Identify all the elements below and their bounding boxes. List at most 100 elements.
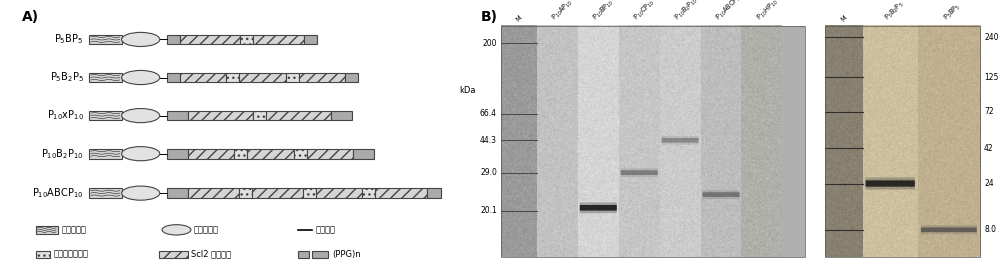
FancyBboxPatch shape bbox=[362, 188, 375, 198]
FancyBboxPatch shape bbox=[921, 227, 977, 232]
FancyBboxPatch shape bbox=[159, 251, 188, 258]
FancyBboxPatch shape bbox=[36, 226, 58, 234]
FancyBboxPatch shape bbox=[239, 73, 286, 82]
FancyBboxPatch shape bbox=[580, 202, 617, 213]
Text: 20.1: 20.1 bbox=[480, 206, 497, 215]
Ellipse shape bbox=[122, 32, 160, 47]
FancyBboxPatch shape bbox=[89, 188, 122, 198]
Text: 29.0: 29.0 bbox=[480, 168, 497, 177]
Text: P$_{10}$B$_2$P$_{10}$: P$_{10}$B$_2$P$_{10}$ bbox=[673, 0, 701, 23]
FancyBboxPatch shape bbox=[304, 35, 317, 44]
Text: P$_{10}$BP$_{10}$: P$_{10}$BP$_{10}$ bbox=[591, 0, 617, 23]
FancyBboxPatch shape bbox=[247, 149, 294, 159]
FancyBboxPatch shape bbox=[294, 149, 307, 159]
FancyBboxPatch shape bbox=[866, 180, 915, 187]
Text: 42: 42 bbox=[984, 144, 994, 153]
FancyBboxPatch shape bbox=[921, 225, 977, 234]
FancyBboxPatch shape bbox=[253, 35, 304, 44]
FancyBboxPatch shape bbox=[427, 188, 441, 198]
Bar bbox=[825, 26, 980, 257]
FancyBboxPatch shape bbox=[298, 251, 309, 258]
Text: P$_5$B$_2$P$_5$: P$_5$B$_2$P$_5$ bbox=[50, 71, 83, 84]
Text: 引导折叠域: 引导折叠域 bbox=[194, 225, 219, 234]
Text: M: M bbox=[840, 14, 848, 23]
Text: 24: 24 bbox=[984, 179, 994, 188]
Text: 8.0: 8.0 bbox=[984, 225, 996, 234]
Text: 240: 240 bbox=[984, 33, 999, 42]
FancyBboxPatch shape bbox=[316, 188, 362, 198]
Text: kDa: kDa bbox=[459, 86, 475, 95]
Ellipse shape bbox=[122, 147, 160, 161]
FancyBboxPatch shape bbox=[580, 205, 617, 211]
FancyBboxPatch shape bbox=[167, 73, 180, 82]
FancyBboxPatch shape bbox=[239, 188, 252, 198]
FancyBboxPatch shape bbox=[253, 111, 266, 120]
FancyBboxPatch shape bbox=[703, 192, 740, 197]
Text: P$_{10}$CP$_{10}$: P$_{10}$CP$_{10}$ bbox=[632, 0, 658, 23]
Text: 200: 200 bbox=[482, 39, 497, 48]
Ellipse shape bbox=[122, 109, 160, 123]
FancyBboxPatch shape bbox=[188, 111, 253, 120]
Text: M: M bbox=[515, 14, 523, 23]
FancyBboxPatch shape bbox=[89, 149, 122, 159]
FancyBboxPatch shape bbox=[89, 111, 122, 120]
FancyBboxPatch shape bbox=[167, 111, 188, 120]
FancyBboxPatch shape bbox=[375, 188, 427, 198]
FancyBboxPatch shape bbox=[286, 73, 299, 82]
Text: P$_{10}$xP$_{10}$: P$_{10}$xP$_{10}$ bbox=[47, 109, 83, 122]
FancyBboxPatch shape bbox=[188, 149, 234, 159]
Text: 组氨酸标签: 组氨酸标签 bbox=[61, 225, 86, 234]
Text: 整合素结合位点: 整合素结合位点 bbox=[53, 250, 88, 259]
Text: P$_5$B$_2$P$_5$: P$_5$B$_2$P$_5$ bbox=[883, 0, 907, 23]
FancyBboxPatch shape bbox=[866, 177, 915, 190]
Text: 72: 72 bbox=[984, 107, 994, 116]
FancyBboxPatch shape bbox=[234, 149, 247, 159]
Text: P$_{10}$B$_2$P$_{10}$: P$_{10}$B$_2$P$_{10}$ bbox=[41, 147, 83, 160]
Text: P$_5$BP$_5$: P$_5$BP$_5$ bbox=[54, 33, 83, 46]
FancyBboxPatch shape bbox=[312, 251, 328, 258]
FancyBboxPatch shape bbox=[353, 149, 374, 159]
Text: P$_{10}$AP$_{10}$: P$_{10}$AP$_{10}$ bbox=[550, 0, 576, 23]
FancyBboxPatch shape bbox=[89, 35, 122, 44]
Text: P$_{10}$ABCP$_{10}$: P$_{10}$ABCP$_{10}$ bbox=[714, 0, 746, 23]
Text: 66.4: 66.4 bbox=[480, 109, 497, 118]
FancyBboxPatch shape bbox=[303, 188, 316, 198]
FancyBboxPatch shape bbox=[621, 168, 658, 177]
Text: (PPG)n: (PPG)n bbox=[332, 250, 360, 259]
FancyBboxPatch shape bbox=[36, 251, 50, 258]
FancyBboxPatch shape bbox=[180, 35, 240, 44]
FancyBboxPatch shape bbox=[167, 35, 180, 44]
Bar bbox=[501, 26, 805, 257]
Bar bbox=[501, 26, 805, 257]
FancyBboxPatch shape bbox=[266, 111, 331, 120]
Text: 44.3: 44.3 bbox=[480, 136, 497, 145]
FancyBboxPatch shape bbox=[226, 73, 239, 82]
FancyBboxPatch shape bbox=[345, 73, 358, 82]
FancyBboxPatch shape bbox=[180, 73, 226, 82]
Text: P$_{10}$HP$_{10}$: P$_{10}$HP$_{10}$ bbox=[755, 0, 781, 23]
FancyBboxPatch shape bbox=[307, 149, 353, 159]
Text: P$_{10}$ABCP$_{10}$: P$_{10}$ABCP$_{10}$ bbox=[32, 186, 83, 200]
FancyBboxPatch shape bbox=[621, 170, 658, 175]
FancyBboxPatch shape bbox=[703, 190, 740, 199]
Text: 125: 125 bbox=[984, 73, 998, 82]
FancyBboxPatch shape bbox=[240, 35, 253, 44]
Ellipse shape bbox=[122, 186, 160, 200]
Ellipse shape bbox=[162, 225, 191, 235]
FancyBboxPatch shape bbox=[252, 188, 303, 198]
Text: Scl2 胶原区域: Scl2 胶原区域 bbox=[191, 250, 231, 259]
FancyBboxPatch shape bbox=[89, 73, 122, 82]
FancyBboxPatch shape bbox=[167, 149, 188, 159]
FancyBboxPatch shape bbox=[662, 136, 699, 145]
FancyBboxPatch shape bbox=[167, 188, 188, 198]
Bar bbox=[825, 26, 980, 257]
Text: 酶切位点: 酶切位点 bbox=[316, 225, 336, 234]
Text: A): A) bbox=[22, 10, 39, 23]
FancyBboxPatch shape bbox=[662, 138, 699, 143]
FancyBboxPatch shape bbox=[188, 188, 239, 198]
Text: P$_5$BP$_5$: P$_5$BP$_5$ bbox=[942, 1, 963, 23]
FancyBboxPatch shape bbox=[299, 73, 345, 82]
FancyBboxPatch shape bbox=[331, 111, 352, 120]
Ellipse shape bbox=[122, 70, 160, 85]
Text: B): B) bbox=[481, 10, 498, 23]
